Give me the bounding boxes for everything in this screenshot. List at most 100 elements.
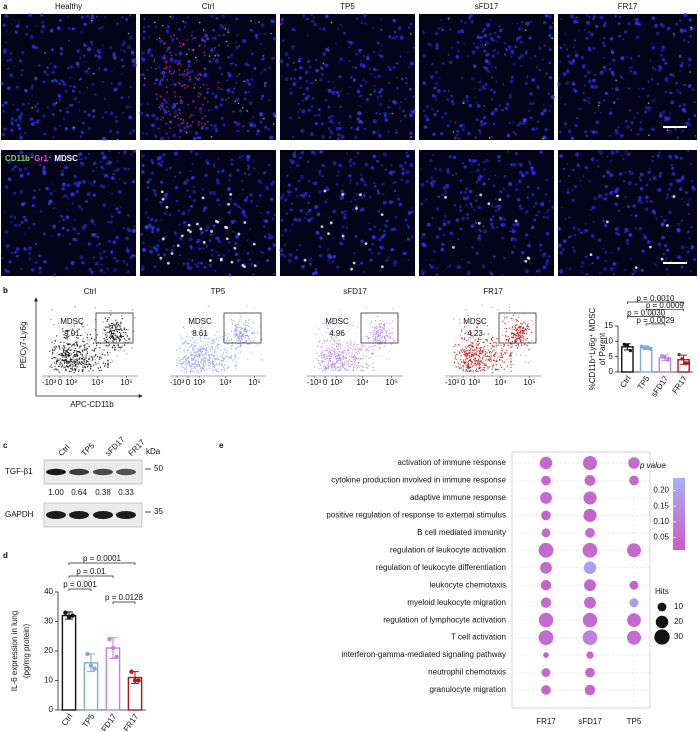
flow-event bbox=[58, 322, 60, 324]
flow-event bbox=[389, 350, 391, 352]
nucleus bbox=[564, 217, 567, 220]
stain-fn bbox=[162, 43, 165, 45]
flow-event bbox=[327, 361, 330, 363]
flow-event bbox=[131, 309, 133, 311]
nucleus bbox=[157, 254, 159, 257]
flow-event bbox=[511, 340, 514, 342]
flow-event bbox=[190, 365, 192, 368]
nucleus bbox=[305, 193, 308, 196]
flow-event bbox=[103, 329, 105, 331]
nucleus bbox=[122, 42, 126, 46]
nucleus bbox=[383, 229, 386, 233]
nucleus bbox=[397, 26, 402, 31]
flow-event bbox=[526, 327, 529, 329]
flow-event bbox=[330, 336, 332, 338]
flow-event bbox=[397, 307, 400, 309]
nucleus bbox=[256, 261, 259, 264]
flow-event bbox=[70, 353, 72, 355]
nucleus bbox=[339, 105, 342, 109]
nucleus bbox=[584, 255, 587, 258]
flow-event bbox=[63, 366, 65, 369]
nucleus bbox=[236, 168, 240, 173]
nucleus bbox=[679, 29, 684, 33]
flow-event bbox=[390, 336, 392, 338]
nucleus bbox=[388, 68, 392, 71]
nucleus bbox=[659, 114, 662, 118]
nucleus bbox=[119, 48, 122, 51]
flow-event bbox=[216, 344, 218, 347]
nucleus bbox=[65, 215, 70, 219]
micrograph-background bbox=[280, 150, 415, 276]
nucleus bbox=[365, 97, 369, 101]
nucleus bbox=[259, 32, 262, 35]
flow-event bbox=[355, 345, 358, 347]
nucleus bbox=[446, 98, 449, 101]
flow-event bbox=[477, 340, 479, 343]
nucleus bbox=[198, 136, 202, 140]
flow-event bbox=[379, 338, 381, 340]
nucleus bbox=[613, 273, 615, 276]
flow-event bbox=[386, 322, 388, 325]
nucleus bbox=[81, 208, 84, 211]
stain-fn bbox=[227, 56, 230, 58]
nucleus bbox=[393, 264, 396, 267]
stain-fn bbox=[292, 62, 295, 64]
nucleus bbox=[572, 169, 575, 172]
nucleus bbox=[431, 216, 434, 220]
nucleus bbox=[622, 157, 625, 161]
flow-event bbox=[519, 327, 521, 329]
stain-fn bbox=[199, 93, 202, 96]
x-tick-label: 10⁵ bbox=[385, 378, 397, 387]
nucleus bbox=[460, 266, 462, 269]
nucleus bbox=[191, 162, 194, 165]
nucleus bbox=[359, 51, 362, 54]
flow-event bbox=[197, 350, 200, 352]
nucleus bbox=[197, 261, 200, 264]
flow-event bbox=[465, 364, 467, 366]
nucleus bbox=[99, 160, 103, 164]
nucleus bbox=[226, 88, 231, 93]
nucleus bbox=[437, 27, 440, 30]
stain-fn bbox=[178, 74, 181, 76]
nucleus bbox=[617, 247, 621, 251]
flow-event bbox=[188, 346, 190, 348]
nucleus bbox=[58, 18, 63, 23]
nucleus bbox=[633, 269, 637, 273]
flow-event bbox=[376, 339, 378, 341]
flow-event bbox=[214, 358, 217, 360]
nucleus bbox=[379, 18, 382, 21]
nucleus bbox=[130, 153, 133, 156]
flow-event bbox=[497, 308, 499, 310]
nucleus bbox=[521, 173, 525, 178]
stain-fn bbox=[155, 93, 158, 96]
nucleus bbox=[524, 170, 529, 175]
nucleus bbox=[658, 111, 663, 116]
flow-event bbox=[240, 340, 242, 343]
flow-event bbox=[355, 358, 357, 361]
nucleus bbox=[478, 234, 481, 238]
nucleus bbox=[5, 29, 8, 32]
nucleus bbox=[348, 114, 353, 119]
stain-fn bbox=[665, 91, 667, 93]
nucleus bbox=[519, 164, 523, 168]
flow-event bbox=[204, 332, 206, 334]
flow-event bbox=[246, 358, 248, 360]
nucleus bbox=[118, 178, 121, 180]
flow-event bbox=[102, 332, 104, 334]
flow-event bbox=[93, 348, 96, 350]
flow-event bbox=[518, 329, 520, 332]
nucleus bbox=[396, 86, 399, 90]
nucleus bbox=[59, 47, 64, 51]
nucleus bbox=[54, 158, 58, 162]
nucleus bbox=[249, 124, 253, 128]
gate bbox=[360, 312, 399, 344]
flow-event bbox=[203, 355, 205, 358]
nucleus bbox=[177, 209, 181, 213]
nucleus bbox=[293, 77, 296, 80]
nucleus bbox=[687, 212, 691, 216]
nucleus bbox=[586, 70, 591, 75]
nucleus bbox=[582, 175, 585, 178]
flow-event bbox=[465, 354, 468, 356]
nucleus bbox=[18, 224, 21, 227]
flow-event bbox=[49, 350, 51, 352]
